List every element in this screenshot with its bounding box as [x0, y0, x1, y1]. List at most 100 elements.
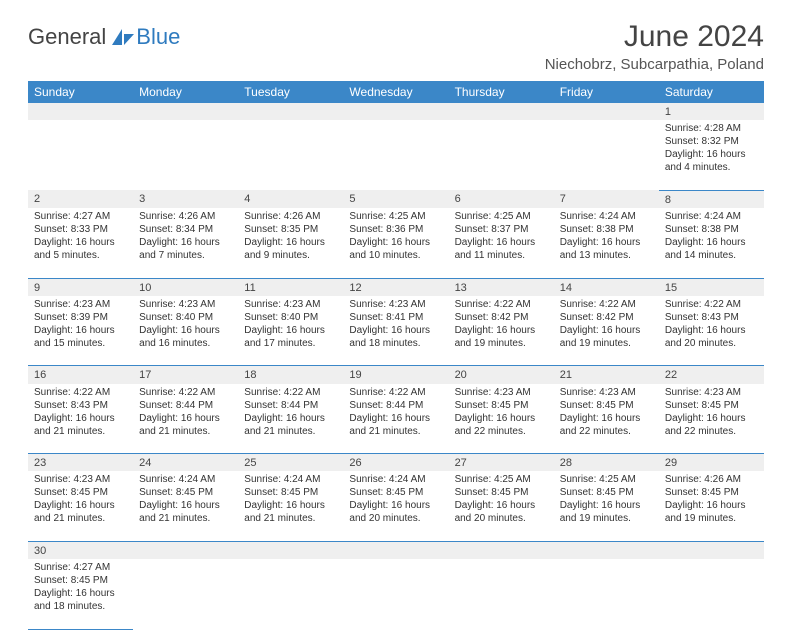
sunset-line: Sunset: 8:40 PM: [244, 311, 337, 324]
daylight-line: Daylight: 16 hours and 21 minutes.: [34, 499, 127, 525]
logo-text-1: General: [28, 24, 106, 50]
daylight-line: Daylight: 16 hours and 15 minutes.: [34, 324, 127, 350]
sunset-line: Sunset: 8:38 PM: [560, 223, 653, 236]
day-number-cell: 1: [659, 103, 764, 120]
sunrise-line: Sunrise: 4:25 AM: [455, 210, 548, 223]
day-number-cell: 9: [28, 278, 133, 296]
logo-text-2: Blue: [136, 24, 180, 50]
sunset-line: Sunset: 8:45 PM: [139, 486, 232, 499]
day-number-cell: 28: [554, 454, 659, 472]
sunrise-line: Sunrise: 4:24 AM: [139, 473, 232, 486]
sunset-line: Sunset: 8:36 PM: [349, 223, 442, 236]
day-detail-cell: [238, 120, 343, 190]
title-block: June 2024 Niechobrz, Subcarpathia, Polan…: [545, 20, 764, 73]
day-number-cell: 5: [343, 190, 448, 208]
sunrise-line: Sunrise: 4:27 AM: [34, 210, 127, 223]
sunset-line: Sunset: 8:45 PM: [34, 574, 127, 587]
day-number-cell: [133, 541, 238, 559]
daylight-line: Daylight: 16 hours and 14 minutes.: [665, 236, 758, 262]
daylight-line: Daylight: 16 hours and 22 minutes.: [455, 412, 548, 438]
daylight-line: Daylight: 16 hours and 20 minutes.: [455, 499, 548, 525]
day-detail-row: Sunrise: 4:23 AMSunset: 8:39 PMDaylight:…: [28, 296, 764, 366]
day-number-cell: 17: [133, 366, 238, 384]
day-number-cell: 14: [554, 278, 659, 296]
sunrise-line: Sunrise: 4:23 AM: [560, 386, 653, 399]
calendar-head: SundayMondayTuesdayWednesdayThursdayFrid…: [28, 81, 764, 103]
day-number-cell: [449, 103, 554, 120]
sunset-line: Sunset: 8:42 PM: [560, 311, 653, 324]
day-number-cell: [659, 541, 764, 559]
sunrise-line: Sunrise: 4:22 AM: [34, 386, 127, 399]
daylight-line: Daylight: 16 hours and 7 minutes.: [139, 236, 232, 262]
sunset-line: Sunset: 8:44 PM: [349, 399, 442, 412]
day-number-cell: [343, 103, 448, 120]
daylight-line: Daylight: 16 hours and 13 minutes.: [560, 236, 653, 262]
daylight-line: Daylight: 16 hours and 19 minutes.: [455, 324, 548, 350]
day-detail-cell: Sunrise: 4:26 AMSunset: 8:45 PMDaylight:…: [659, 471, 764, 541]
sunrise-line: Sunrise: 4:24 AM: [244, 473, 337, 486]
day-number-row: 2345678: [28, 190, 764, 208]
day-detail-row: Sunrise: 4:27 AMSunset: 8:45 PMDaylight:…: [28, 559, 764, 629]
day-number-cell: 10: [133, 278, 238, 296]
sunrise-line: Sunrise: 4:23 AM: [349, 298, 442, 311]
day-detail-cell: Sunrise: 4:28 AMSunset: 8:32 PMDaylight:…: [659, 120, 764, 190]
day-number-cell: 12: [343, 278, 448, 296]
day-detail-cell: Sunrise: 4:25 AMSunset: 8:45 PMDaylight:…: [554, 471, 659, 541]
sunset-line: Sunset: 8:34 PM: [139, 223, 232, 236]
day-detail-cell: Sunrise: 4:24 AMSunset: 8:45 PMDaylight:…: [133, 471, 238, 541]
daylight-line: Daylight: 16 hours and 20 minutes.: [665, 324, 758, 350]
day-detail-cell: Sunrise: 4:24 AMSunset: 8:38 PMDaylight:…: [554, 208, 659, 278]
daylight-line: Daylight: 16 hours and 16 minutes.: [139, 324, 232, 350]
sunset-line: Sunset: 8:42 PM: [455, 311, 548, 324]
day-detail-cell: Sunrise: 4:22 AMSunset: 8:44 PMDaylight:…: [133, 384, 238, 454]
day-number-cell: 8: [659, 190, 764, 208]
day-detail-cell: Sunrise: 4:23 AMSunset: 8:45 PMDaylight:…: [28, 471, 133, 541]
day-number-cell: 30: [28, 541, 133, 559]
day-number-cell: [343, 541, 448, 559]
sunset-line: Sunset: 8:41 PM: [349, 311, 442, 324]
sunrise-line: Sunrise: 4:23 AM: [34, 473, 127, 486]
sunset-line: Sunset: 8:44 PM: [139, 399, 232, 412]
location: Niechobrz, Subcarpathia, Poland: [545, 56, 764, 73]
sunrise-line: Sunrise: 4:22 AM: [560, 298, 653, 311]
sunset-line: Sunset: 8:45 PM: [244, 486, 337, 499]
sunrise-line: Sunrise: 4:28 AM: [665, 122, 758, 135]
day-detail-cell: [554, 559, 659, 629]
day-detail-cell: Sunrise: 4:22 AMSunset: 8:44 PMDaylight:…: [343, 384, 448, 454]
day-detail-cell: Sunrise: 4:24 AMSunset: 8:45 PMDaylight:…: [238, 471, 343, 541]
day-detail-cell: [133, 559, 238, 629]
day-number-cell: [238, 103, 343, 120]
sunset-line: Sunset: 8:45 PM: [349, 486, 442, 499]
daylight-line: Daylight: 16 hours and 20 minutes.: [349, 499, 442, 525]
weekday-header: Sunday: [28, 81, 133, 103]
header: General Blue June 2024 Niechobrz, Subcar…: [28, 20, 764, 73]
day-number-cell: 13: [449, 278, 554, 296]
day-number-cell: 19: [343, 366, 448, 384]
day-number-cell: 2: [28, 190, 133, 208]
day-number-cell: [133, 103, 238, 120]
calendar: SundayMondayTuesdayWednesdayThursdayFrid…: [28, 81, 764, 630]
daylight-line: Daylight: 16 hours and 4 minutes.: [665, 148, 758, 174]
day-number-cell: 23: [28, 454, 133, 472]
day-number-cell: 27: [449, 454, 554, 472]
day-number-cell: 21: [554, 366, 659, 384]
sunrise-line: Sunrise: 4:22 AM: [349, 386, 442, 399]
sunrise-line: Sunrise: 4:25 AM: [560, 473, 653, 486]
daylight-line: Daylight: 16 hours and 21 minutes.: [34, 412, 127, 438]
day-number-cell: 15: [659, 278, 764, 296]
day-number-cell: 6: [449, 190, 554, 208]
day-detail-cell: Sunrise: 4:22 AMSunset: 8:42 PMDaylight:…: [554, 296, 659, 366]
daylight-line: Daylight: 16 hours and 21 minutes.: [244, 412, 337, 438]
day-detail-cell: Sunrise: 4:23 AMSunset: 8:40 PMDaylight:…: [238, 296, 343, 366]
day-detail-cell: Sunrise: 4:27 AMSunset: 8:45 PMDaylight:…: [28, 559, 133, 629]
sunrise-line: Sunrise: 4:24 AM: [665, 210, 758, 223]
daylight-line: Daylight: 16 hours and 10 minutes.: [349, 236, 442, 262]
day-number-row: 30: [28, 541, 764, 559]
day-detail-cell: Sunrise: 4:24 AMSunset: 8:38 PMDaylight:…: [659, 208, 764, 278]
weekday-header: Friday: [554, 81, 659, 103]
day-detail-row: Sunrise: 4:27 AMSunset: 8:33 PMDaylight:…: [28, 208, 764, 278]
sunrise-line: Sunrise: 4:25 AM: [455, 473, 548, 486]
day-number-cell: 26: [343, 454, 448, 472]
day-number-row: 1: [28, 103, 764, 120]
daylight-line: Daylight: 16 hours and 19 minutes.: [560, 324, 653, 350]
